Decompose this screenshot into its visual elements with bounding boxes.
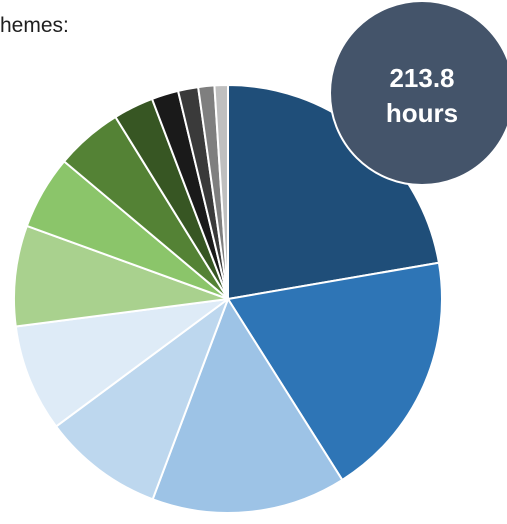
pie-slice-6	[13, 224, 229, 328]
total-hours-unit: hours	[385, 98, 459, 128]
pie-slice-3	[151, 298, 344, 514]
pie-slice-5	[14, 298, 229, 428]
pie-slice-2	[227, 261, 443, 481]
section-heading: hemes:	[0, 14, 69, 37]
pie-slice-4	[55, 298, 229, 501]
total-hours-value: 213.8	[389, 62, 455, 93]
pie-slice-13	[213, 83, 229, 300]
total-hours-badge: 213.8 hours	[329, 0, 507, 186]
